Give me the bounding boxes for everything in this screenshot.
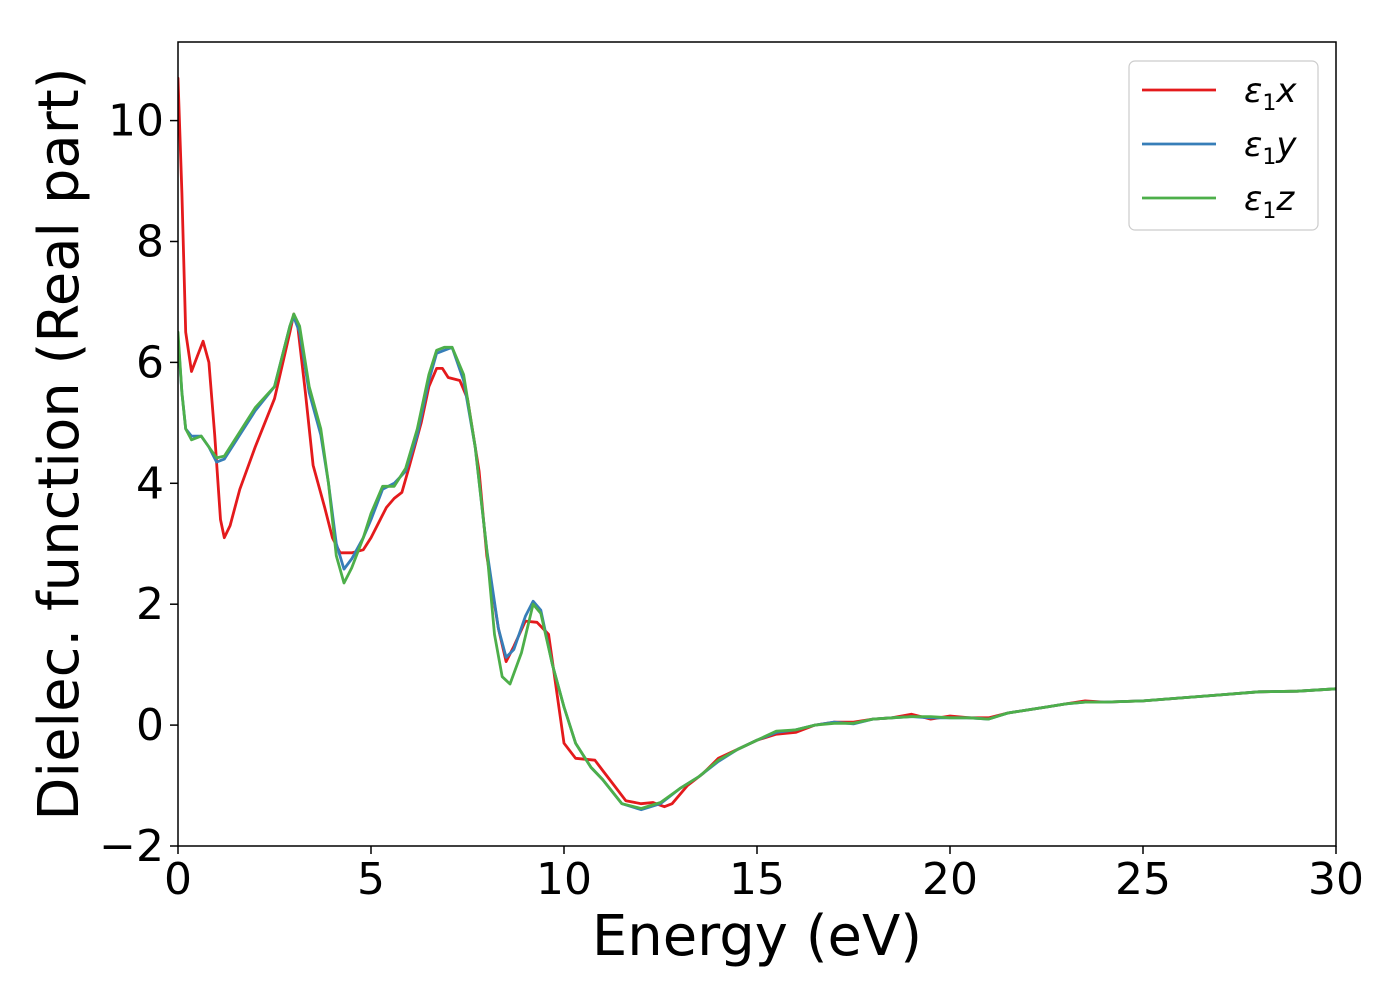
y-axis-title: Dielec. function (Real part) (27, 67, 92, 820)
y-tick-label: 0 (136, 700, 164, 751)
legend-box (1128, 60, 1319, 231)
legend: ε1x ε1y ε1z (1128, 60, 1319, 231)
y-tick-label: 10 (108, 96, 164, 147)
x-tick-label: 30 (1308, 854, 1364, 905)
series-line-x (178, 76, 1336, 809)
legend-label-x: ε1x (1244, 71, 1297, 116)
y-tick-label: 6 (136, 337, 164, 388)
x-tick-label: 5 (357, 854, 385, 905)
x-tick-label: 25 (1115, 854, 1171, 905)
legend-label-y: ε1y (1244, 125, 1297, 170)
x-tick-label: 20 (922, 854, 978, 905)
x-tick-label: 15 (729, 854, 785, 905)
y-axis: −2 0 2 4 6 8 10 (99, 96, 178, 872)
x-axis-title: Energy (eV) (592, 904, 922, 969)
x-axis: 0 5 10 15 20 25 30 (164, 846, 1364, 905)
x-tick-label: 0 (164, 854, 192, 905)
y-tick-label: 4 (136, 458, 164, 509)
x-tick-label: 10 (536, 854, 592, 905)
series-line-z (178, 312, 1336, 810)
y-tick-label: 2 (136, 579, 164, 630)
y-tick-label: 8 (136, 216, 164, 267)
y-tick-label: −2 (99, 821, 164, 872)
legend-label-z: ε1z (1244, 179, 1295, 224)
series-layer (178, 76, 1336, 812)
